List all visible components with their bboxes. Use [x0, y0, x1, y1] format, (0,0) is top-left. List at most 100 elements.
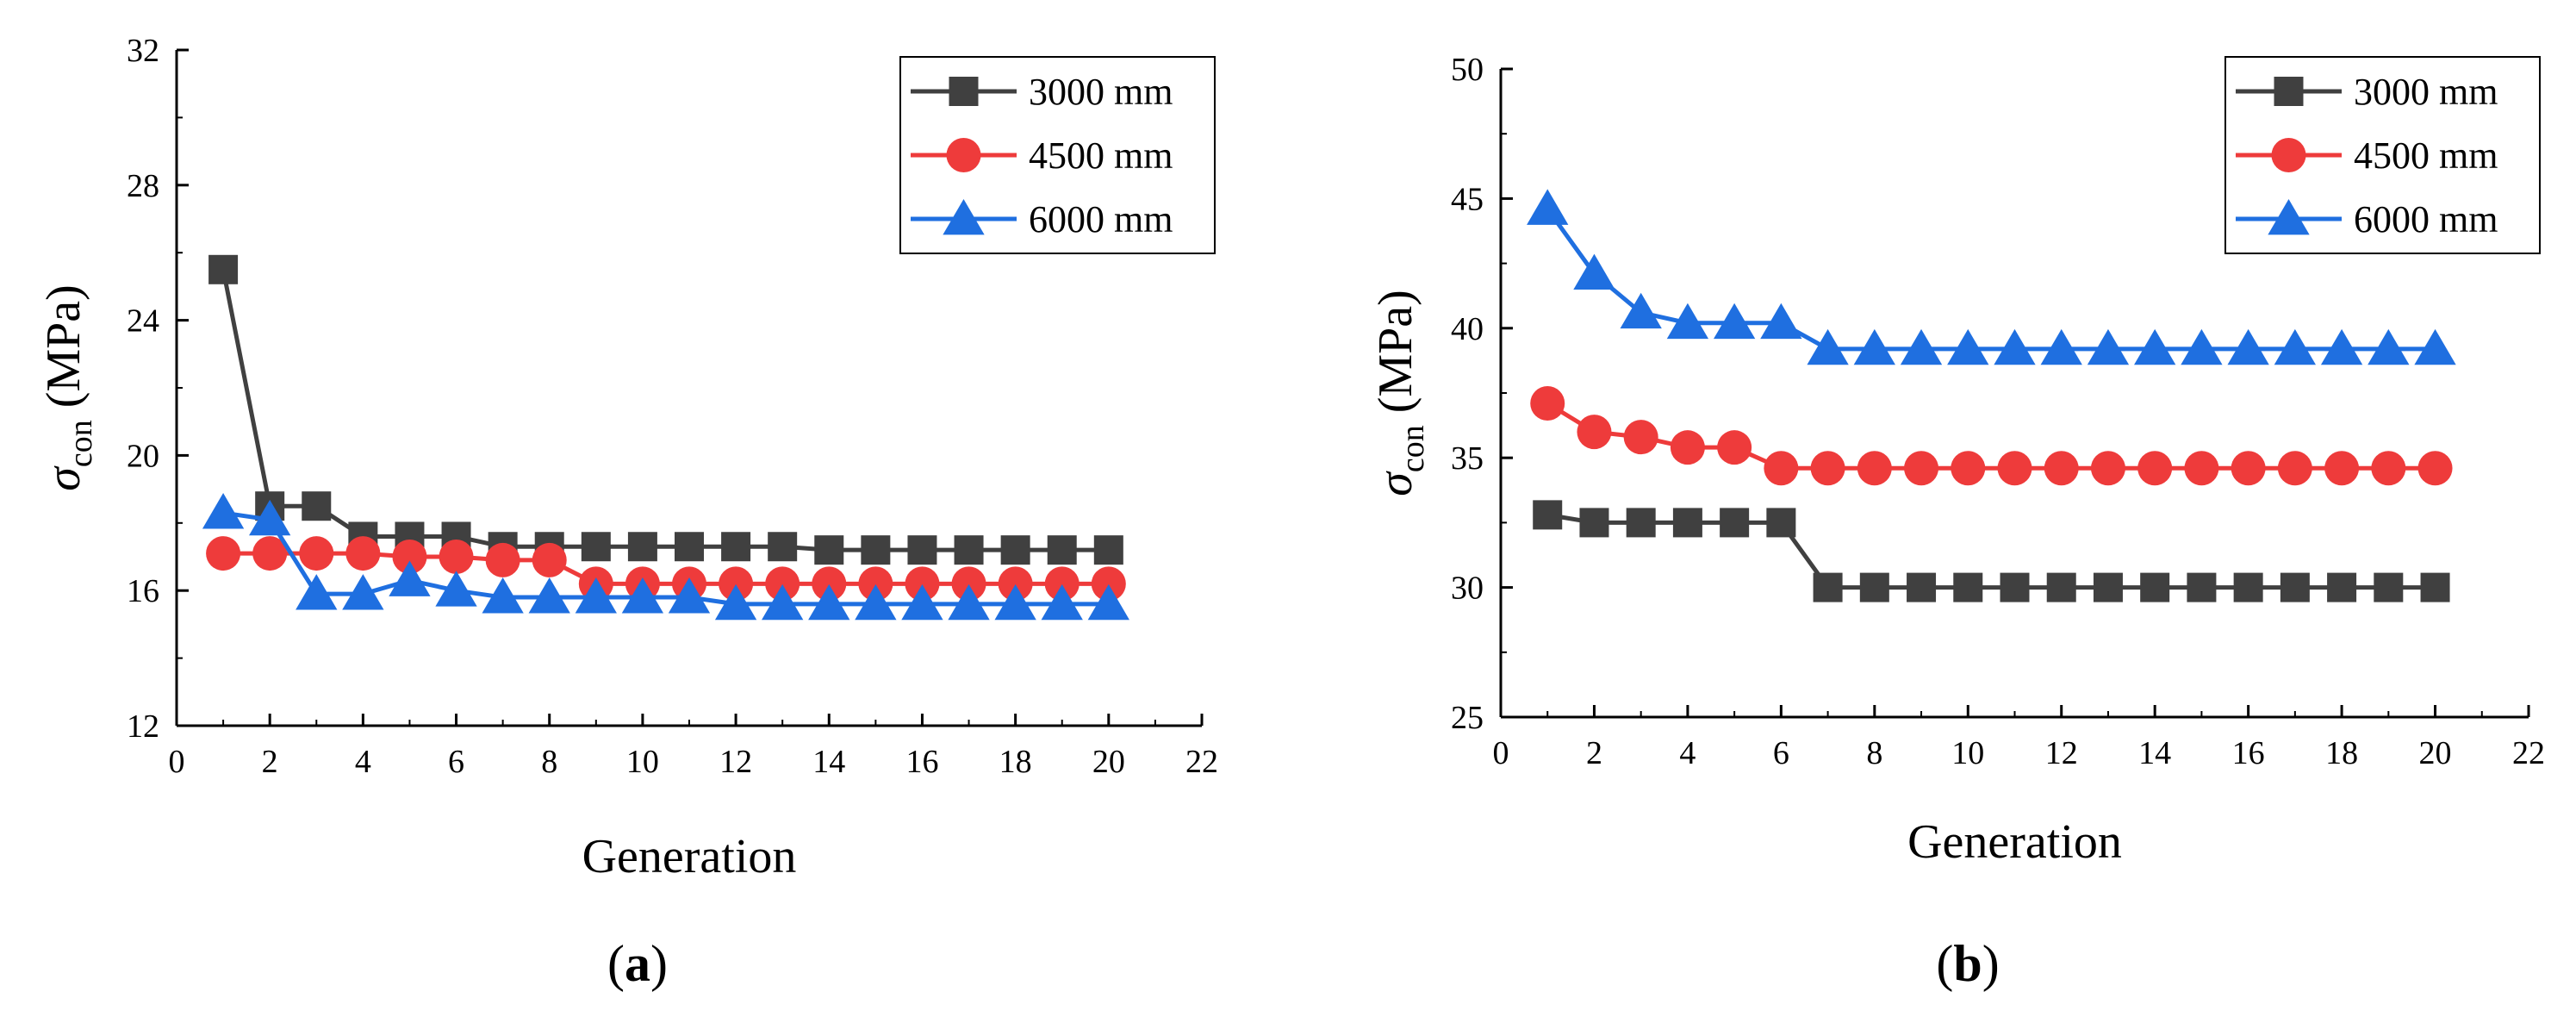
caption-letter: a	[625, 935, 650, 992]
legend-marker	[943, 199, 985, 235]
x-tick-label: 4	[1679, 735, 1696, 771]
data-point	[1666, 303, 1709, 340]
data-point	[814, 535, 844, 565]
data-point	[1947, 328, 1989, 365]
data-point	[861, 535, 891, 565]
data-point	[812, 566, 847, 602]
data-point	[299, 536, 334, 571]
chart-panel-a: 0 2 4 6 8 10 12 14 16 18 20 22121620242832Generatio…	[37, 33, 1218, 992]
data-point	[855, 583, 897, 621]
panels: 0 2 4 6 8 10 12 14 16 18 20 22121620242832Generatio…	[37, 33, 2545, 992]
data-point	[621, 577, 664, 614]
y-tick-label: 16	[127, 573, 159, 609]
data-point	[1672, 508, 1702, 538]
y-axis-symbol: σ	[1369, 471, 1422, 496]
data-point	[206, 536, 241, 571]
data-point	[2137, 451, 2173, 486]
legend-marker	[946, 138, 981, 172]
x-tick-label: 22	[2512, 735, 2545, 771]
data-point	[1041, 583, 1083, 621]
data-point	[954, 535, 984, 565]
x-tick-label: 16	[905, 744, 938, 780]
data-point	[768, 532, 798, 562]
legend-label: 4500 mm	[2354, 134, 2498, 177]
data-point	[581, 532, 611, 562]
legend: 3000 mm 4500 mm 6000 mm	[2224, 56, 2541, 254]
data-point	[948, 583, 990, 621]
data-point	[252, 536, 288, 571]
x-tick-label: 14	[2138, 735, 2171, 771]
data-point	[1813, 572, 1843, 602]
data-point	[2374, 572, 2404, 602]
data-point	[1760, 303, 1802, 340]
data-point	[296, 574, 338, 610]
data-point	[439, 540, 474, 574]
data-point	[1623, 420, 1658, 455]
data-point	[2044, 451, 2079, 486]
data-point	[1620, 292, 1662, 329]
data-point	[721, 532, 751, 562]
y-axis-title: σcon (MPa)	[37, 284, 99, 491]
data-point	[2327, 572, 2357, 602]
caption-close-paren: )	[650, 935, 668, 992]
x-tick-label: 10	[1951, 735, 1984, 771]
x-tick-label: 0	[1493, 735, 1509, 771]
x-tick-label: 12	[2045, 735, 2078, 771]
data-point	[1091, 566, 1126, 602]
y-tick-label: 28	[127, 168, 159, 204]
legend-marker	[2271, 138, 2306, 172]
x-tick-label: 8	[541, 744, 557, 780]
data-point	[1807, 328, 1849, 365]
data-point	[2277, 451, 2312, 486]
data-point	[435, 571, 477, 607]
x-tick-label: 2	[1586, 735, 1602, 771]
data-point	[1527, 189, 1569, 225]
legend-marker	[949, 77, 979, 106]
data-point	[1904, 451, 1939, 486]
data-point	[2087, 328, 2130, 365]
panel-caption: (a)	[607, 935, 668, 992]
data-point	[532, 542, 567, 577]
data-point	[994, 583, 1036, 621]
data-point	[1093, 535, 1123, 565]
legend-marker	[2268, 199, 2310, 235]
data-point	[1853, 328, 1895, 365]
data-point	[249, 499, 291, 536]
x-axis-title: Generation	[582, 830, 797, 883]
data-point	[998, 566, 1033, 602]
data-point	[1810, 451, 1845, 486]
data-point	[2417, 451, 2453, 486]
data-point	[2368, 328, 2410, 365]
legend-label: 4500 mm	[1029, 134, 1173, 177]
data-point	[389, 560, 431, 596]
data-point	[2274, 328, 2317, 365]
data-point	[1764, 451, 1799, 486]
data-point	[858, 566, 893, 602]
data-point	[951, 566, 986, 602]
data-point	[345, 536, 381, 571]
data-point	[392, 540, 427, 574]
x-tick-label: 16	[2232, 735, 2265, 771]
caption-open-paren: (	[607, 935, 625, 992]
y-tick-label: 25	[1451, 700, 1484, 736]
data-point	[1577, 415, 1612, 450]
x-axis-title: Generation	[1907, 815, 2122, 869]
x-tick-label: 6	[448, 744, 464, 780]
legend-label: 6000 mm	[2354, 198, 2498, 240]
data-point	[2227, 328, 2269, 365]
data-point	[2000, 572, 2030, 602]
data-point	[808, 583, 850, 621]
series-square	[1533, 500, 2450, 602]
x-tick-label: 0	[169, 744, 185, 780]
data-point	[2140, 572, 2170, 602]
series-triangle	[202, 493, 1129, 621]
data-point	[2184, 451, 2219, 486]
data-point	[2320, 328, 2363, 365]
y-tick-label: 40	[1451, 311, 1484, 347]
x-tick-label: 18	[2325, 735, 2358, 771]
legend-label: 3000 mm	[1029, 71, 1173, 113]
data-point	[2414, 328, 2456, 365]
data-point	[202, 493, 245, 529]
data-point	[1859, 572, 1889, 602]
data-point	[302, 491, 332, 521]
